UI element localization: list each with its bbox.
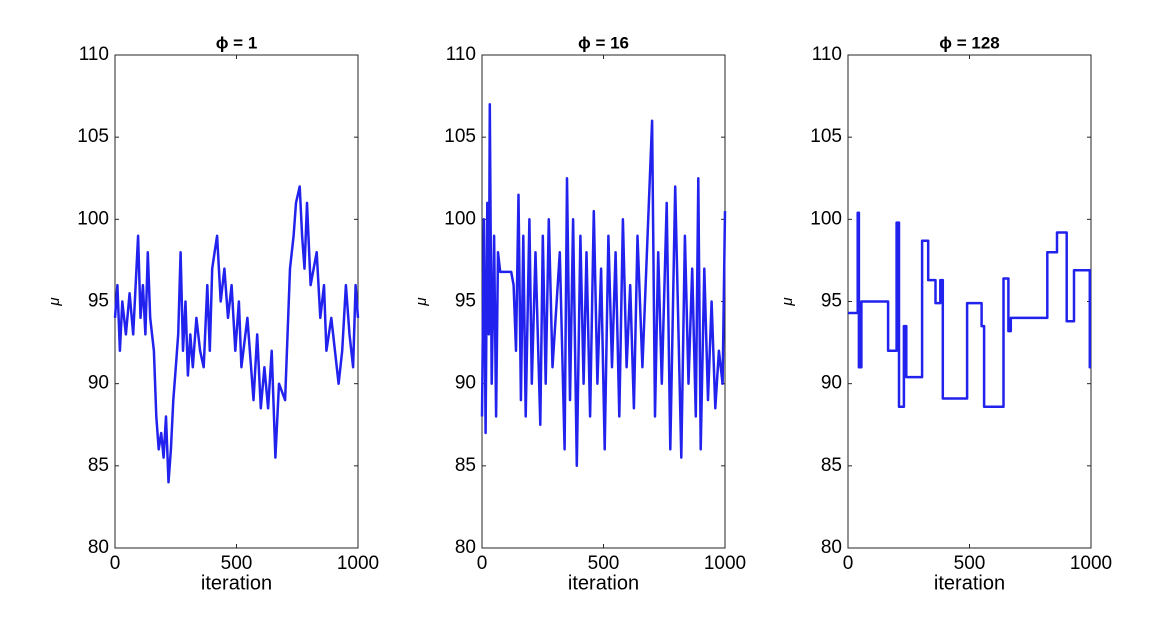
x-tick-label: 500 xyxy=(588,553,620,574)
trace-line xyxy=(113,185,360,484)
y-axis-label: μ xyxy=(779,297,796,306)
x-tick-label: 500 xyxy=(221,553,253,574)
x-tick-label: 1000 xyxy=(337,553,379,574)
x-axis-label: iteration xyxy=(568,572,639,594)
y-tick-label: 110 xyxy=(446,44,476,65)
chart-title: ϕ = 128 xyxy=(939,33,999,52)
y-tick-label: 85 xyxy=(88,455,109,476)
y-tick-label: 80 xyxy=(455,537,476,558)
y-tick-label: 100 xyxy=(77,208,109,229)
y-axis-label: μ xyxy=(413,297,430,306)
x-tick-label: 0 xyxy=(477,553,488,574)
y-tick-label: 100 xyxy=(810,208,842,229)
trace-line xyxy=(848,211,1092,408)
y-axis-label: μ xyxy=(46,297,63,306)
y-tick-label: 85 xyxy=(821,455,842,476)
chart-title: ϕ = 16 xyxy=(578,33,629,52)
x-tick-label: 0 xyxy=(843,553,854,574)
x-tick-label: 0 xyxy=(110,553,121,574)
x-axis-label: iteration xyxy=(201,572,272,594)
y-tick-label: 110 xyxy=(812,44,842,65)
y-tick-label: 90 xyxy=(88,373,109,394)
y-tick-label: 85 xyxy=(455,455,476,476)
x-tick-label: 500 xyxy=(954,553,986,574)
y-tick-label: 80 xyxy=(88,537,109,558)
y-tick-label: 95 xyxy=(88,291,109,312)
y-tick-label: 80 xyxy=(821,537,842,558)
y-tick-label: 110 xyxy=(79,44,109,65)
y-tick-label: 105 xyxy=(77,126,109,147)
y-tick-label: 100 xyxy=(444,208,476,229)
chart-title: ϕ = 1 xyxy=(216,33,258,52)
axes-box xyxy=(114,54,359,549)
y-tick-label: 105 xyxy=(810,126,842,147)
trace-line xyxy=(480,103,727,468)
y-tick-label: 105 xyxy=(444,126,476,147)
x-tick-label: 1000 xyxy=(704,553,746,574)
x-tick-label: 1000 xyxy=(1070,553,1112,574)
y-tick-label: 95 xyxy=(821,291,842,312)
x-axis-label: iteration xyxy=(934,572,1005,594)
y-tick-label: 90 xyxy=(821,373,842,394)
y-tick-label: 90 xyxy=(455,373,476,394)
y-tick-label: 95 xyxy=(455,291,476,312)
axes-box xyxy=(481,54,726,549)
